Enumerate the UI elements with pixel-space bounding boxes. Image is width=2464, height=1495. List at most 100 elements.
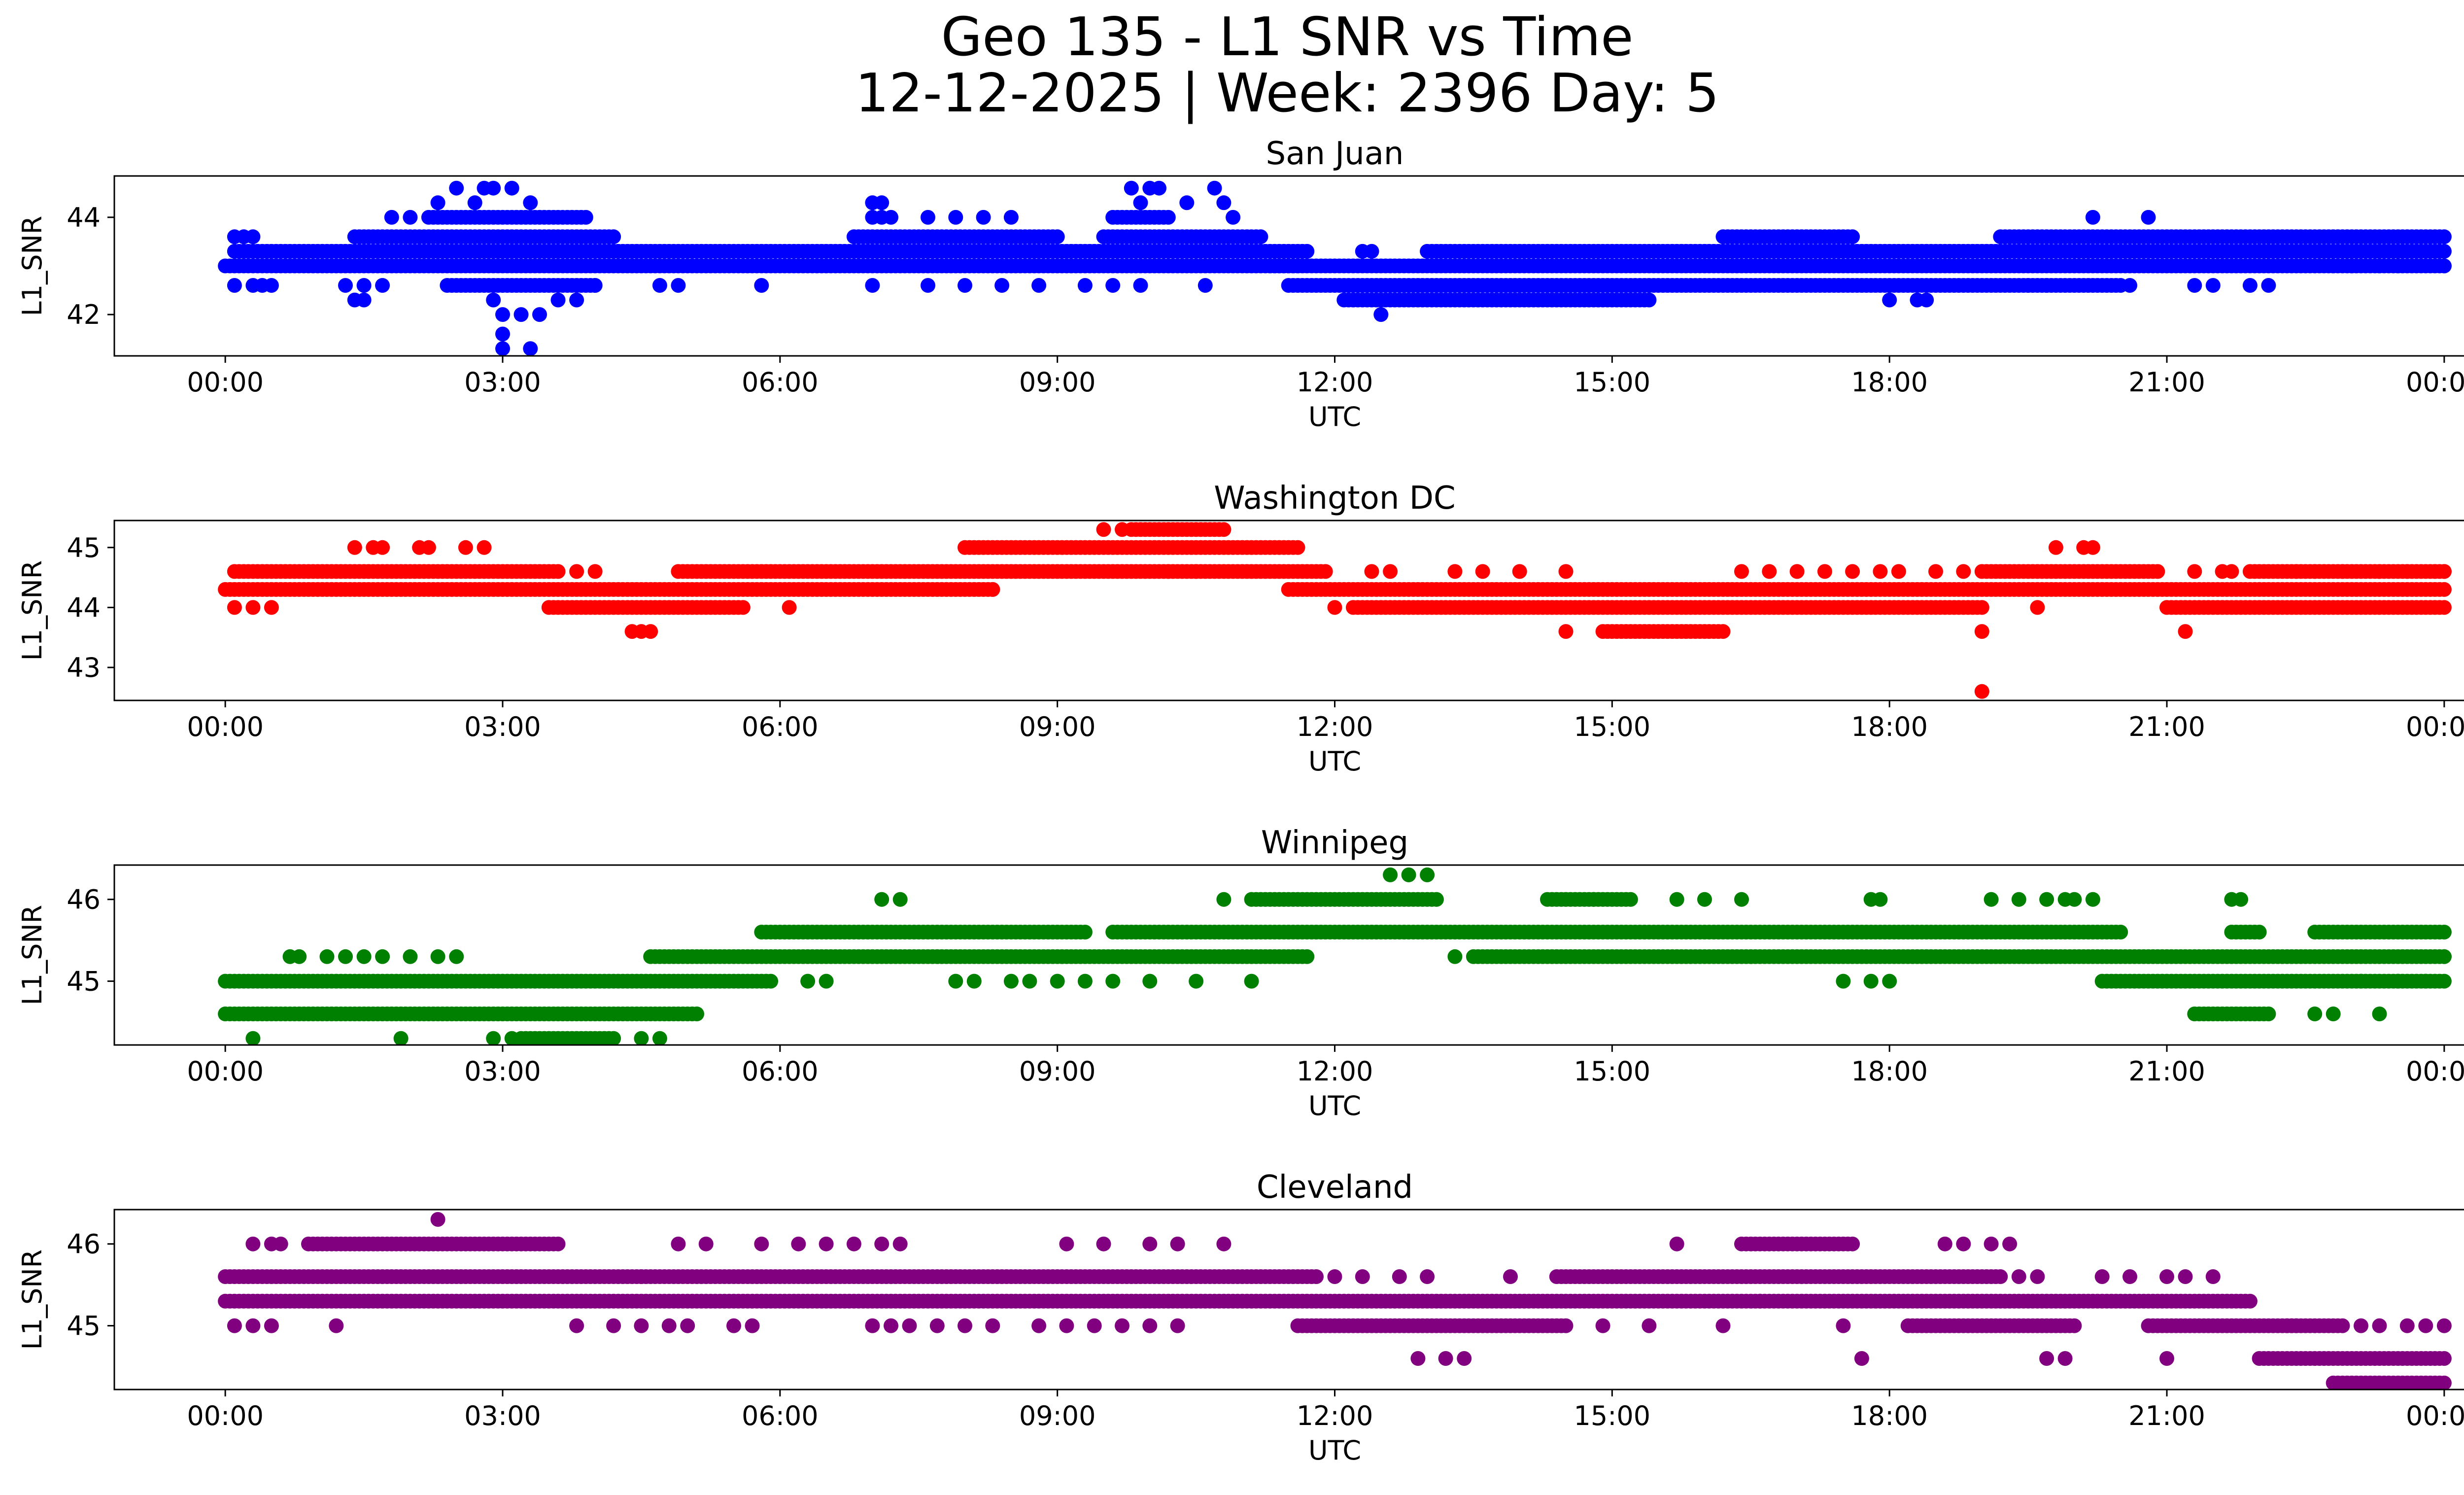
chart-2-point — [966, 973, 982, 989]
chart-0-point — [958, 278, 972, 293]
chart-2-point — [1077, 925, 1093, 939]
chart-0-point — [356, 292, 372, 308]
chart-1-point — [1364, 564, 1379, 579]
chart-0-point — [486, 180, 501, 196]
chart-1-point — [1715, 624, 1731, 639]
chart-0-point — [1198, 278, 1213, 293]
chart-0-point — [1105, 278, 1121, 293]
chart-3-point — [2242, 1293, 2258, 1309]
chart-0-point — [1207, 180, 1222, 196]
chart-2-point — [1873, 892, 1888, 907]
chart-2-ylabel: L1_SNR — [17, 905, 48, 1006]
chart-1-point — [1845, 564, 1860, 579]
chart-0-point — [1253, 229, 1268, 244]
chart-2-point — [1429, 892, 1444, 907]
chart-2-xtick-label: 00:00 — [187, 1056, 264, 1087]
chart-2-point — [2372, 1007, 2387, 1021]
chart-0-point — [338, 278, 353, 293]
chart-1-xtick-label: 12:00 — [1297, 711, 1373, 742]
chart-3-point — [2335, 1318, 2350, 1333]
chart-0-point — [356, 278, 372, 293]
chart-3-point — [1845, 1236, 1860, 1252]
chart-0-ytick-label: 44 — [67, 202, 101, 233]
chart-2-point — [2233, 892, 2249, 907]
chart-1-point — [550, 564, 566, 579]
chart-2-xtick-label: 06:00 — [742, 1056, 819, 1087]
chart-0-point — [375, 278, 390, 293]
chart-0-point — [1346, 292, 1361, 308]
chart-0-point — [1919, 292, 1934, 308]
chart-2-point — [430, 949, 445, 964]
chart-0-xtick-label: 12:00 — [1297, 367, 1373, 398]
chart-0-point — [1882, 292, 1897, 308]
chart-0-point — [2344, 258, 2360, 274]
chart-1-ytick-label: 44 — [67, 592, 101, 623]
chart-1-point — [245, 600, 261, 615]
chart-1-ytick-label: 43 — [67, 652, 101, 683]
chart-2-point — [2391, 973, 2406, 989]
chart-2-point — [1300, 949, 1315, 964]
chart-0-xtick-label: 21:00 — [2128, 367, 2205, 398]
chart-0-point — [865, 278, 880, 293]
chart-1-point — [1189, 564, 1204, 579]
chart-2-xtick-label: 18:00 — [1851, 1056, 1928, 1087]
chart-1-point — [421, 540, 436, 555]
chart-2-point — [393, 1031, 409, 1045]
chart-2-xlabel: UTC — [1308, 1090, 1361, 1121]
chart-2-point — [1401, 867, 1416, 882]
chart-0-series — [218, 180, 2452, 356]
chart-2-point — [1697, 892, 1712, 907]
chart-1-xtick-label: 03:00 — [464, 711, 541, 742]
chart-1-point — [634, 624, 649, 639]
chart-2-point — [245, 1031, 261, 1045]
chart-1-point — [569, 564, 584, 579]
chart-2-point — [763, 973, 779, 989]
chart-2-point — [2354, 973, 2368, 989]
chart-1-point — [347, 540, 362, 555]
chart-0-point — [523, 341, 538, 356]
chart-2-point — [504, 1031, 519, 1045]
chart-0-point — [2020, 278, 2036, 293]
chart-2-point — [1447, 949, 1463, 964]
chart-0-point — [2141, 209, 2156, 225]
chart-0-point — [1077, 278, 1093, 293]
chart-2-point — [2039, 892, 2054, 907]
chart-2-point — [486, 1031, 501, 1045]
chart-2-point — [1383, 867, 1398, 882]
chart-2-point — [1189, 973, 1204, 989]
chart-0-point — [513, 307, 529, 322]
chart-0-point — [1031, 278, 1047, 293]
chart-0-point — [495, 341, 510, 356]
chart-1-point — [2224, 564, 2239, 579]
chart-0-point — [2261, 278, 2276, 293]
chart-0-point — [2391, 258, 2406, 274]
chart-1-point — [1327, 600, 1342, 615]
chart-1-point — [1734, 564, 1749, 579]
chart-2-point — [2085, 892, 2100, 907]
figure-title-line-2: 12-12-2025 | Week: 2396 Day: 5 — [855, 63, 1719, 124]
chart-2-point — [1003, 973, 1019, 989]
chart-0-xtick-label: 09:00 — [1019, 367, 1096, 398]
chart-1-point — [458, 540, 473, 555]
chart-0-point — [449, 180, 464, 196]
chart-0-point — [430, 195, 445, 210]
chart-0-ytick-label: 42 — [67, 299, 101, 330]
chart-1-point — [1161, 564, 1176, 579]
chart-0-point — [1364, 243, 1379, 259]
chart-2-point — [2418, 973, 2433, 989]
chart-1-title: Washington DC — [1214, 480, 1455, 517]
chart-1-point — [1558, 564, 1574, 579]
chart-0-point — [467, 195, 482, 210]
chart-0-point — [994, 278, 1010, 293]
chart-2-title: Winnipeg — [1261, 825, 1408, 861]
chart-0-point — [532, 307, 547, 322]
chart-2-point — [1077, 973, 1093, 989]
chart-2-point — [2326, 1007, 2341, 1021]
chart-2-point — [2011, 892, 2026, 907]
chart-1-point — [2372, 564, 2387, 579]
chart-2-series — [218, 867, 2452, 1045]
